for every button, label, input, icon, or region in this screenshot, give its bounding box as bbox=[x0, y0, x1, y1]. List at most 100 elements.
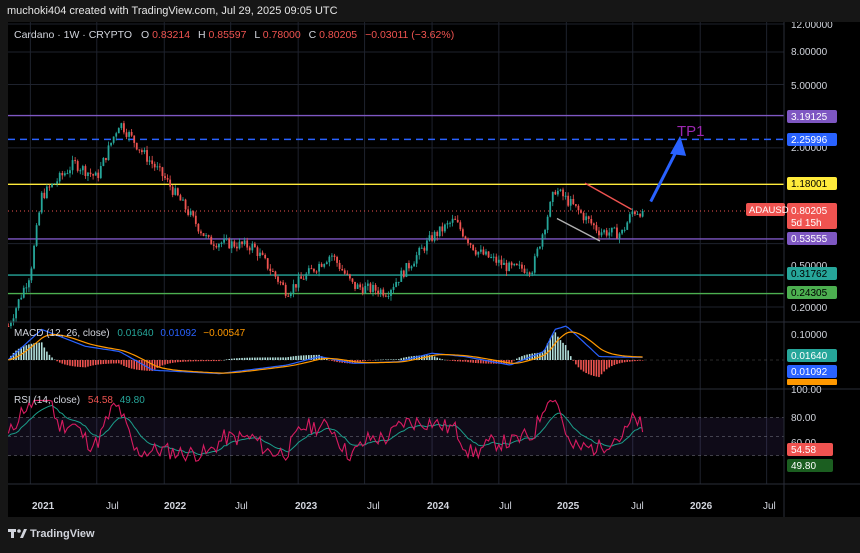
high-value: 0.85597 bbox=[209, 29, 247, 41]
candle-body bbox=[390, 289, 392, 296]
macd-hist-bar bbox=[248, 357, 251, 360]
candle-body bbox=[323, 264, 326, 267]
candle-body bbox=[264, 254, 267, 259]
candle-body bbox=[313, 268, 315, 272]
macd-title: MACD (12, 26, close) bbox=[14, 328, 110, 339]
macd-hist-bar bbox=[498, 360, 500, 364]
macd-hist-bar bbox=[156, 360, 159, 368]
candle-body bbox=[248, 247, 251, 251]
candle-body bbox=[641, 210, 644, 217]
macd-hist-bar bbox=[446, 360, 449, 361]
macd-hist-bar bbox=[628, 360, 631, 362]
macd-hist-bar bbox=[436, 357, 439, 360]
close-label: C bbox=[309, 29, 317, 41]
macd-hist-bar bbox=[153, 360, 156, 370]
macd-hist-bar bbox=[521, 356, 523, 360]
macd-hist-bar bbox=[593, 360, 595, 376]
macd-hist-bar bbox=[459, 360, 462, 362]
macd-hist-bar bbox=[308, 355, 310, 360]
macd-hist-bar bbox=[639, 360, 641, 361]
macd-hist-bar bbox=[89, 360, 92, 366]
macd-hist-bar bbox=[189, 360, 192, 362]
candle-body bbox=[387, 295, 390, 297]
candle-body bbox=[361, 287, 364, 294]
macd-hist-bar bbox=[328, 360, 331, 361]
macd-hist-bar bbox=[171, 360, 174, 363]
candle-body bbox=[20, 297, 23, 300]
tp1-label[interactable]: TP1 bbox=[677, 123, 705, 140]
candle-body bbox=[210, 236, 213, 245]
macd-hist-bar bbox=[338, 360, 341, 363]
candle-body bbox=[582, 212, 585, 221]
macd-hist-bar bbox=[151, 360, 153, 372]
macd-hist-bar bbox=[621, 360, 623, 363]
svg-text:Cardano · 1W · CRYPTO O: Cardano · 1W · CRYPTO O 0.83214 H 0.8559… bbox=[14, 29, 454, 41]
candle-body bbox=[228, 238, 231, 249]
macd-hist-bar bbox=[174, 360, 177, 363]
candle-body bbox=[567, 195, 570, 206]
candle-body bbox=[562, 189, 564, 197]
macd-hist-bar bbox=[641, 360, 644, 361]
footer: TradingView bbox=[0, 520, 860, 548]
macd-hist-bar bbox=[100, 360, 102, 365]
candle-body bbox=[297, 276, 300, 288]
candle-body bbox=[69, 170, 71, 174]
candle-body bbox=[97, 172, 100, 178]
candle-body bbox=[505, 262, 508, 272]
candle-body bbox=[51, 183, 53, 187]
macd-badge bbox=[787, 349, 837, 362]
candle-body bbox=[541, 234, 544, 247]
macd-hist-bar bbox=[379, 359, 382, 361]
macd-hist-bar bbox=[184, 360, 187, 362]
rsi-tick: 100.00 bbox=[791, 385, 822, 396]
high-label: H bbox=[198, 29, 206, 41]
candle-body bbox=[251, 243, 254, 251]
macd-hist-bar bbox=[125, 360, 128, 368]
macd-hist-bar bbox=[397, 359, 400, 360]
macd-hist-bar bbox=[71, 360, 74, 367]
candle-body bbox=[400, 270, 403, 282]
candle-body bbox=[315, 271, 318, 273]
macd-hist-bar bbox=[192, 360, 195, 362]
macd-hist-bar bbox=[197, 360, 200, 362]
candle-body bbox=[490, 256, 493, 258]
brand-text[interactable]: TradingView bbox=[30, 528, 95, 540]
candle-body bbox=[333, 255, 336, 257]
chart-area[interactable]: Cardano · 1W · CRYPTO O 0.83214 H 0.8559… bbox=[7, 20, 860, 517]
macd-hist-bar bbox=[64, 360, 66, 365]
macd-hist-bar bbox=[15, 350, 17, 360]
candle-body bbox=[413, 263, 415, 267]
level-badge-2-25996 bbox=[787, 133, 837, 146]
macd-hist-bar bbox=[53, 359, 56, 361]
target-arrow-head bbox=[670, 135, 687, 156]
macd-hist-bar bbox=[361, 360, 364, 362]
macd-hist-bar bbox=[107, 360, 110, 364]
macd-hist-bar bbox=[600, 360, 603, 375]
macd-hist-bar bbox=[12, 352, 15, 360]
candle-body bbox=[343, 270, 346, 274]
change-value: −0.03011 (−3.62%) bbox=[365, 29, 454, 41]
macd-hist-bar bbox=[205, 360, 207, 362]
candle-body bbox=[459, 222, 462, 230]
macd-hist-bar bbox=[187, 360, 189, 362]
macd-hist-bar bbox=[508, 360, 510, 364]
macd-hist-bar bbox=[523, 355, 526, 360]
candle-body bbox=[197, 223, 200, 232]
level-badge-text: 0.53555 bbox=[791, 234, 828, 245]
candle-body bbox=[300, 276, 303, 279]
time-tick: Jul bbox=[106, 501, 119, 512]
last-price-text: 0.80205 bbox=[791, 206, 828, 217]
macd-hist-bar bbox=[474, 360, 477, 364]
macd-hist-bar bbox=[130, 360, 133, 369]
macd-hist-bar bbox=[58, 360, 61, 363]
macd-hist-bar bbox=[320, 356, 323, 360]
macd-hist-bar bbox=[117, 360, 120, 364]
candle-body bbox=[261, 252, 264, 255]
candle-body bbox=[377, 290, 380, 294]
tradingview-logo-icon[interactable] bbox=[8, 529, 27, 538]
candle-body bbox=[426, 240, 428, 251]
macd-hist-bar bbox=[441, 359, 444, 360]
macd-hist-bar bbox=[233, 358, 236, 360]
macd-line bbox=[7, 325, 643, 375]
candle-body bbox=[479, 249, 482, 252]
